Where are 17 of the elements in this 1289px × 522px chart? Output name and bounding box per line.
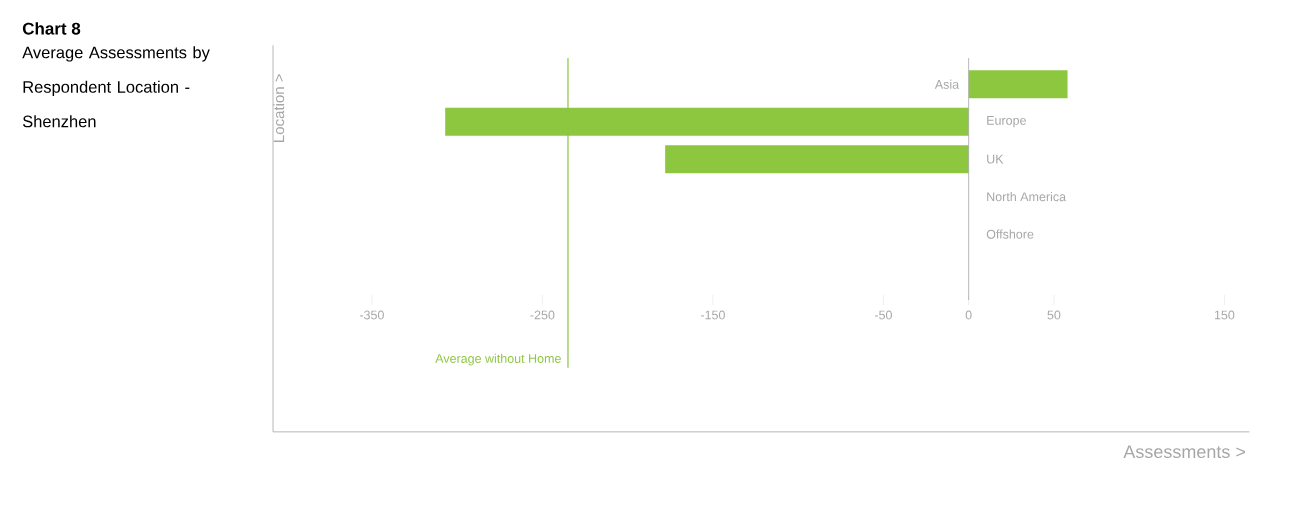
ref-line-label: Average without Home xyxy=(435,353,561,366)
y-axis-title: Location > xyxy=(273,74,285,142)
x-tick-label: 0 xyxy=(965,310,972,320)
y-tick-label: UK xyxy=(987,154,1004,164)
x-tick-label: -350 xyxy=(359,310,384,320)
y-tick-label: Europe xyxy=(987,116,1026,128)
x-tick-label: -150 xyxy=(700,310,725,320)
x-tick-label: -250 xyxy=(530,310,555,320)
text: Average Assessments by Respondent Location - Shenzhen xyxy=(22,46,210,128)
y-tick-label: North America xyxy=(987,192,1067,202)
y-tick-label: Asia xyxy=(934,79,960,89)
x-tick-label: 150 xyxy=(1214,310,1235,320)
x-tick-label: 50 xyxy=(1047,310,1061,320)
text: Assessments > xyxy=(1123,445,1245,459)
text: Chart 8 xyxy=(22,22,81,35)
x-tick-label: -50 xyxy=(874,310,892,320)
y-tick-label: Offshore xyxy=(986,229,1034,239)
